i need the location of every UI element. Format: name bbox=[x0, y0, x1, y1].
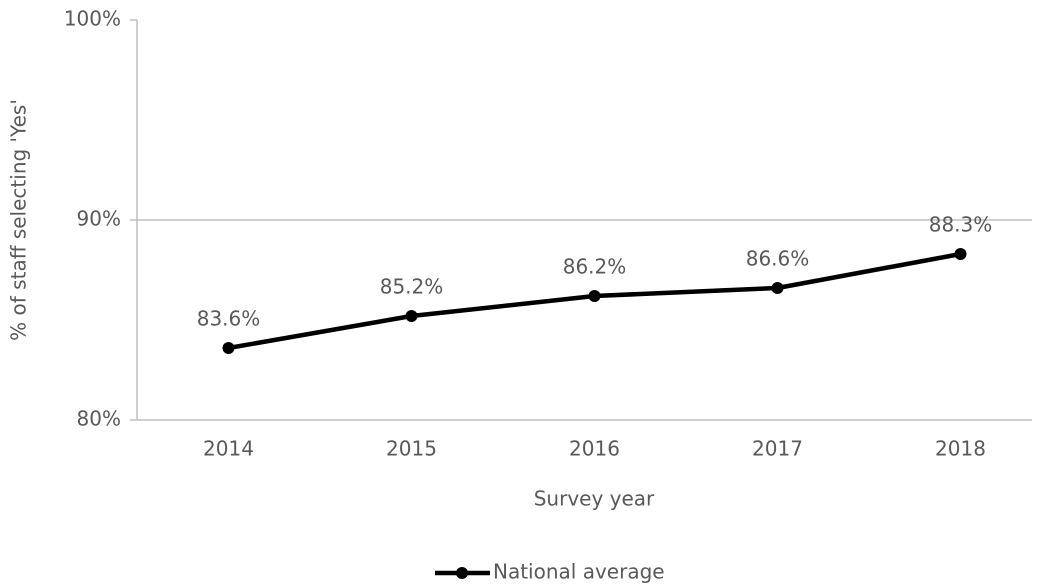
data-label: 85.2% bbox=[380, 275, 444, 299]
x-tick-label: 2015 bbox=[386, 437, 437, 461]
data-label: 86.2% bbox=[563, 255, 627, 279]
point bbox=[771, 282, 784, 294]
x-tick-label: 2018 bbox=[935, 437, 986, 461]
y-tick-label: 100% bbox=[64, 7, 121, 31]
x-axis-title: Survey year bbox=[534, 487, 655, 511]
x-tick-label: 2016 bbox=[569, 437, 620, 461]
point bbox=[954, 248, 967, 260]
point bbox=[588, 290, 601, 302]
point bbox=[222, 342, 235, 354]
data-label: 86.6% bbox=[746, 247, 810, 271]
data-label: 83.6% bbox=[197, 307, 261, 331]
legend-label: National average bbox=[493, 560, 665, 584]
legend-marker bbox=[456, 567, 468, 579]
y-tick-label: 80% bbox=[77, 407, 121, 431]
x-tick-label: 2014 bbox=[203, 437, 254, 461]
point bbox=[405, 310, 418, 322]
y-axis-title: % of staff selecting 'Yes' bbox=[7, 99, 31, 341]
data-label: 88.3% bbox=[929, 213, 993, 237]
y-tick-label: 90% bbox=[77, 207, 121, 231]
x-tick-label: 2017 bbox=[752, 437, 803, 461]
